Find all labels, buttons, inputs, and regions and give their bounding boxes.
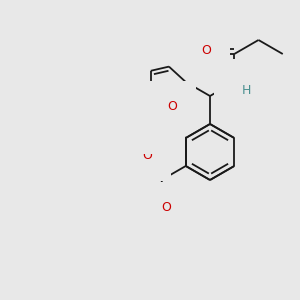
Text: O: O <box>157 118 166 130</box>
Text: O: O <box>161 201 171 214</box>
Text: N: N <box>232 77 242 91</box>
Text: O: O <box>167 100 177 112</box>
Text: O: O <box>201 44 211 58</box>
Text: H: H <box>242 83 251 97</box>
Text: H: H <box>149 122 158 136</box>
Text: H: H <box>154 213 163 226</box>
Text: O: O <box>142 149 152 162</box>
